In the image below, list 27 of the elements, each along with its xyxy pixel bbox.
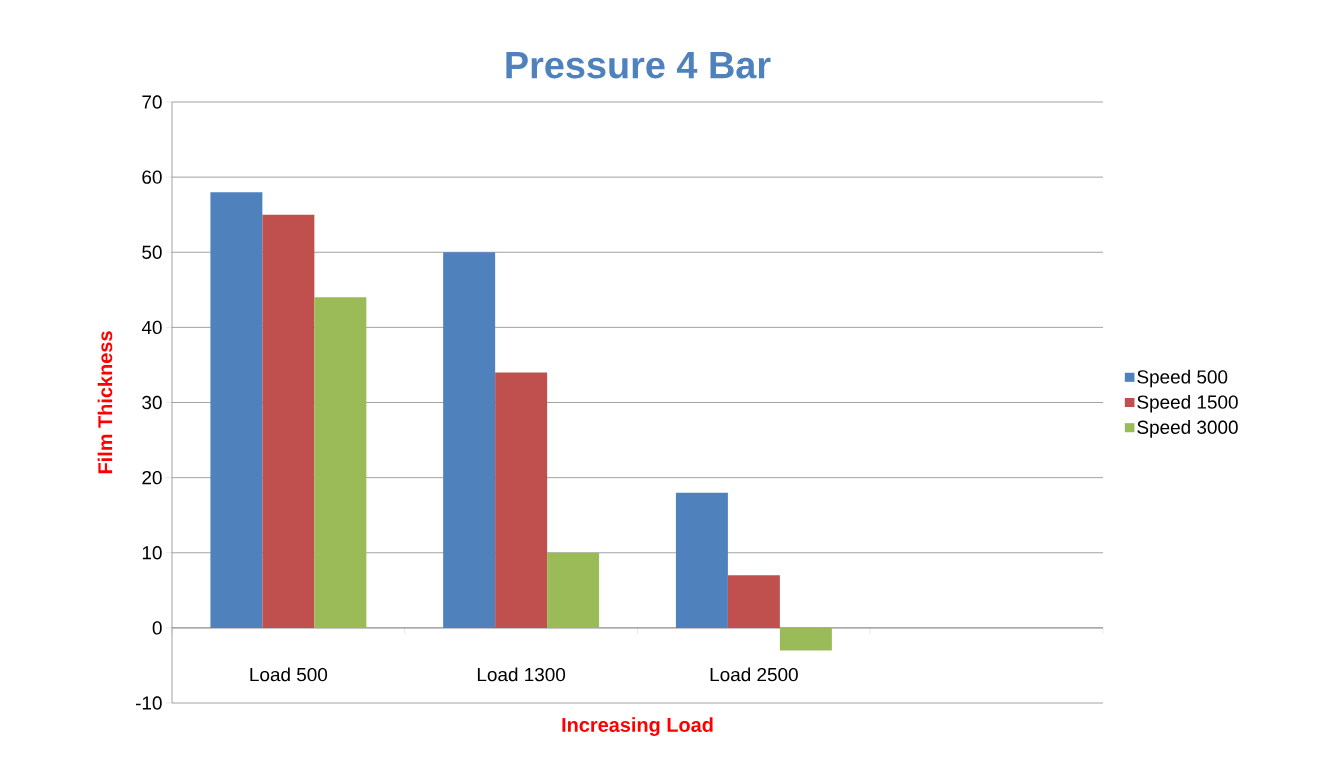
bar xyxy=(779,627,832,651)
y-tick-label: 50 xyxy=(142,245,162,259)
chart-title: Pressure 4 Bar xyxy=(506,52,771,79)
y-tick-label: 30 xyxy=(142,395,162,410)
legend-label: Speed 3000 xyxy=(1137,420,1238,438)
bar xyxy=(495,372,548,628)
x-axis-title: Increasing Load xyxy=(562,717,713,736)
x-tick-label: Load 1300 xyxy=(477,667,566,682)
y-tick-label: -10 xyxy=(135,696,162,710)
x-tick-label: Load 500 xyxy=(250,667,328,682)
bar xyxy=(675,492,728,628)
bar xyxy=(443,252,496,628)
y-tick-label: 10 xyxy=(142,546,162,560)
bar xyxy=(727,575,780,628)
y-tick-label: 0 xyxy=(152,621,162,635)
y-tick-label: 20 xyxy=(142,470,162,485)
y-tick-label: 70 xyxy=(142,95,162,109)
legend-label: Speed 500 xyxy=(1137,369,1228,388)
y-tick-label: 40 xyxy=(141,320,162,335)
bar xyxy=(210,192,263,628)
bar xyxy=(262,214,315,628)
bar xyxy=(547,552,600,628)
bar xyxy=(314,297,367,628)
legend-label: Speed 1500 xyxy=(1137,394,1238,413)
y-axis-title: Film Thickness xyxy=(97,331,113,474)
y-tick-label: 60 xyxy=(142,170,162,184)
x-tick-label: Load 2500 xyxy=(710,667,798,682)
